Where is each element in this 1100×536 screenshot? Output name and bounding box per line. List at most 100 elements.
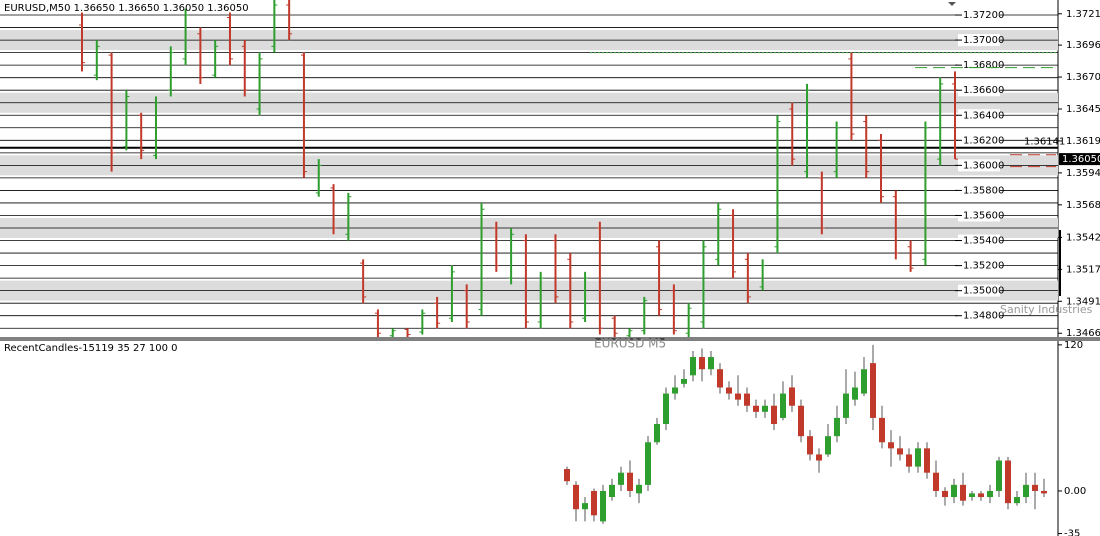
- candle-body: [897, 448, 903, 455]
- level-label: 1.35400: [963, 236, 1004, 247]
- y-tick-label: 1.36960: [1066, 40, 1100, 51]
- y-tick-label: 1.35940: [1066, 168, 1100, 179]
- level-label-box: [958, 184, 1000, 197]
- y-tick-label: 1.36705: [1066, 72, 1100, 83]
- candle-body: [672, 387, 678, 394]
- candle-body: [1023, 484, 1029, 498]
- level-label: 1.36800: [963, 60, 1004, 71]
- candle-body: [591, 490, 597, 516]
- candle-body: [942, 490, 948, 498]
- candle-body: [978, 493, 984, 498]
- candle-body: [888, 442, 894, 449]
- price-line-label: 1.36141: [1024, 137, 1065, 148]
- candle-body: [843, 393, 849, 418]
- candle-body: [582, 503, 588, 510]
- candle-body: [987, 490, 993, 498]
- candle-body: [681, 378, 687, 384]
- candle-body: [600, 490, 606, 522]
- y-tick-label: 1.35425: [1066, 232, 1100, 243]
- level-label: 1.36400: [963, 110, 1004, 121]
- candle-body: [627, 472, 633, 491]
- chart-title: EURUSD,M50 1.36650 1.36650 1.36050 1.360…: [4, 3, 249, 14]
- candle-body: [960, 484, 966, 501]
- y-tick-label: 1.35685: [1066, 200, 1100, 211]
- candle-body: [879, 417, 885, 443]
- y-tick-label: 1.34660: [1066, 328, 1100, 339]
- candle-body: [780, 393, 786, 418]
- level-label-box: [958, 209, 1000, 222]
- candle-body: [951, 484, 957, 498]
- candle-body: [645, 442, 651, 485]
- candle-body: [699, 357, 705, 370]
- level-label: 1.37000: [963, 35, 1004, 46]
- shift-marker: [948, 2, 956, 6]
- y-tick-label: 120: [1064, 340, 1083, 351]
- candle-body: [969, 493, 975, 498]
- candle-body: [807, 436, 813, 455]
- candle-body: [924, 448, 930, 473]
- candle-body: [618, 472, 624, 485]
- indicator-label: RecentCandles-15119 35 27 100 0: [4, 343, 178, 354]
- level-label: 1.35600: [963, 210, 1004, 221]
- level-label-box: [958, 84, 1000, 97]
- candle-body: [726, 387, 732, 394]
- level-label-box: [958, 234, 1000, 247]
- candle-body: [762, 405, 768, 412]
- candle-body: [654, 424, 660, 443]
- level-label-box: [958, 109, 1000, 122]
- level-label: 1.35200: [963, 261, 1004, 272]
- candle-body: [690, 357, 696, 376]
- candle-body: [564, 469, 570, 482]
- candle-body: [789, 387, 795, 406]
- candle-body: [573, 484, 579, 510]
- level-label: 1.35000: [963, 286, 1004, 297]
- candle-body: [744, 393, 750, 406]
- level-label: 1.36200: [963, 135, 1004, 146]
- y-tick-label: 1.34915: [1066, 296, 1100, 307]
- level-label: 1.36600: [963, 85, 1004, 96]
- y-tick-label: 0.00: [1064, 486, 1086, 497]
- candle-body: [771, 405, 777, 424]
- candle-body: [825, 436, 831, 455]
- y-tick-label: 1.35170: [1066, 264, 1100, 275]
- level-label-box: [958, 259, 1000, 272]
- candle-body: [852, 387, 858, 400]
- candle-body: [717, 369, 723, 388]
- candle-body: [915, 448, 921, 467]
- watermark: Sanity Industries: [1000, 303, 1093, 316]
- candle-body: [1005, 460, 1011, 504]
- level-label: 1.36000: [963, 160, 1004, 171]
- candle-body: [996, 460, 1002, 491]
- level-label-box: [958, 284, 1000, 297]
- candle-body: [798, 405, 804, 437]
- current-price-box: [1059, 153, 1100, 166]
- candle-body: [933, 472, 939, 491]
- candle-body: [1041, 490, 1047, 494]
- level-label-box: [958, 309, 1000, 322]
- candle-body: [861, 369, 867, 394]
- candle-body: [636, 484, 642, 494]
- candle-body: [906, 454, 912, 467]
- pane-title: EURUSD M5: [594, 337, 666, 351]
- candle-body: [708, 357, 714, 370]
- candle-body: [753, 405, 759, 412]
- level-label-box: [958, 134, 1000, 147]
- candle-body: [816, 454, 822, 461]
- y-tick-label: 1.36195: [1066, 136, 1100, 147]
- candle-body: [663, 393, 669, 424]
- y-tick-label: 1.36450: [1066, 104, 1100, 115]
- level-label: 1.34800: [963, 311, 1004, 322]
- candle-body: [1014, 497, 1020, 504]
- candle-body: [1032, 484, 1038, 491]
- candle-body: [609, 484, 615, 498]
- candle-body: [870, 363, 876, 418]
- current-price-label: 1.36050: [1062, 154, 1100, 165]
- candle-body: [735, 393, 741, 400]
- level-label: 1.35800: [963, 185, 1004, 196]
- level-label-box: [958, 34, 1000, 47]
- y-tick-label: 1.37210: [1066, 9, 1100, 20]
- candle-body: [834, 417, 840, 437]
- level-label-box: [958, 159, 1000, 172]
